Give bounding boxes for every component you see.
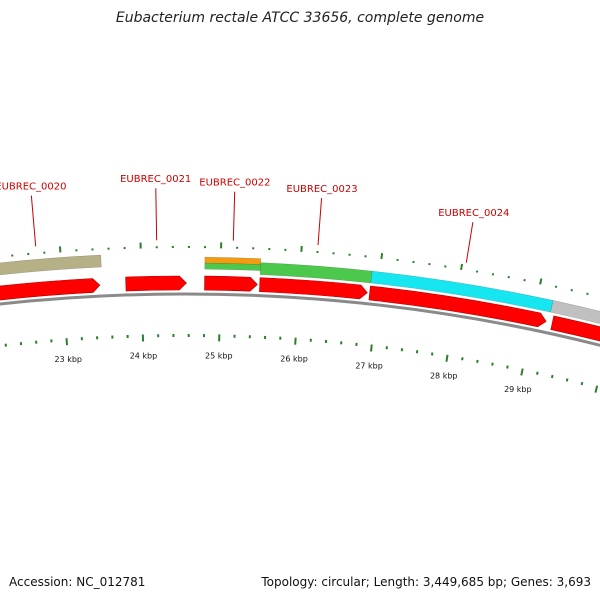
- feature-band: [370, 270, 554, 313]
- scale-tick-label: 25 kbp: [205, 351, 233, 360]
- inner-scale-tick: [536, 371, 539, 375]
- scale-tick-label: 29 kbp: [504, 385, 532, 394]
- gene-arrow-layer: [0, 275, 600, 356]
- scale-tick-label: 26 kbp: [280, 355, 308, 364]
- inner-scale-tick: [580, 381, 584, 386]
- gene-name-label[interactable]: EUBREC_0023: [286, 184, 357, 195]
- scale-tick-label: 24 kbp: [130, 352, 158, 361]
- gene-name-label[interactable]: EUBREC_0022: [199, 178, 270, 189]
- backbone-layer: [0, 292, 600, 347]
- accession-text: Accession: NC_012781: [9, 575, 146, 589]
- genome-backbone: [0, 292, 600, 347]
- gene-label-leader: [155, 188, 158, 241]
- inner-scale-tick: [476, 359, 479, 364]
- genome-summary-text: Topology: circular; Length: 3,449,685 bp…: [261, 575, 591, 589]
- scale-tick-layer: 23 kbp 24 kbp 25 kbp 26 kbp 27 kbp 28 kbp 29 k…: [4, 242, 599, 394]
- feature-band: [204, 262, 261, 271]
- outer-scale-tick: [460, 263, 464, 271]
- feature-band: [550, 300, 600, 324]
- scale-tick-label: 23 kbp: [54, 355, 82, 364]
- feature-band: [0, 254, 102, 276]
- inner-scale-tick: [491, 362, 494, 366]
- feature-band-layer: [0, 254, 600, 324]
- gene-arrow[interactable]: [125, 275, 187, 292]
- gene-arrow[interactable]: [0, 278, 101, 302]
- gene-arrow[interactable]: [368, 285, 547, 328]
- inner-scale-tick: [445, 354, 449, 362]
- outer-scale-tick: [539, 278, 543, 285]
- scale-tick-label: 28 kbp: [430, 372, 458, 381]
- gene-arrow[interactable]: [550, 315, 600, 356]
- gene-name-label[interactable]: EUBREC_0021: [120, 174, 191, 185]
- inner-scale-tick: [520, 368, 524, 376]
- gene-label-leader: [317, 198, 323, 246]
- inner-scale-tick: [506, 365, 509, 369]
- gene-arrow[interactable]: [259, 277, 368, 300]
- gene-name-label[interactable]: EUBREC_0024: [438, 208, 509, 219]
- inner-scale-tick: [550, 374, 554, 379]
- inner-scale-tick: [370, 344, 373, 352]
- gene-arrow[interactable]: [204, 275, 258, 292]
- gene-label-layer: EUBREC_0020 EUBREC_0021 EUBREC_0022 EUBREC_…: [0, 174, 509, 263]
- inner-scale-tick: [565, 378, 569, 382]
- scale-tick-label: 27 kbp: [355, 361, 383, 370]
- gene-label-leader: [30, 195, 37, 247]
- gene-name-label[interactable]: EUBREC_0020: [0, 182, 66, 193]
- outer-scale-tick: [380, 252, 384, 260]
- gene-label-leader: [465, 222, 474, 263]
- inner-scale-tick: [594, 385, 599, 393]
- genome-title: Eubacterium rectale ATCC 33656, complete…: [115, 10, 485, 26]
- gene-label-leader: [232, 191, 236, 241]
